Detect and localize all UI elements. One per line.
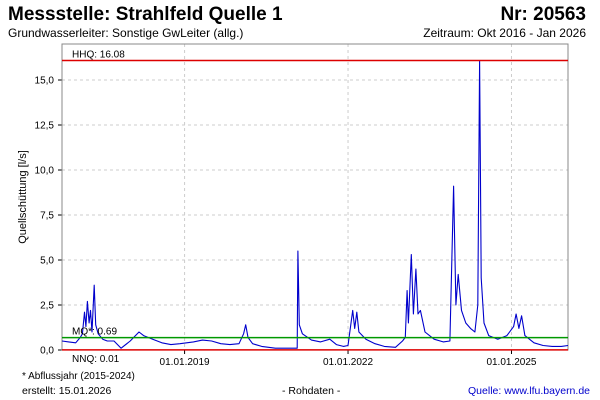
y-tick-label: 5,0: [40, 256, 54, 267]
aquifer-label: Grundwasserleiter: Sonstige GwLeiter (al…: [8, 26, 244, 40]
nnq-line-label: NNQ: 0.01: [72, 354, 120, 365]
y-tick-label: 2,5: [40, 301, 54, 312]
y-axis-title: Quellschüttung [l/s]: [17, 150, 29, 244]
period-label: Zeitraum: Okt 2016 - Jan 2026: [423, 26, 586, 40]
y-tick-label: 7,5: [40, 211, 54, 222]
created-date-label: erstellt: 15.01.2026: [22, 385, 112, 397]
x-tick-label: 01.01.2019: [160, 357, 210, 368]
discharge-series-line: [61, 60, 569, 349]
hhq-line-label: HHQ: 16.08: [72, 50, 125, 61]
source-link[interactable]: Quelle: www.lfu.bayern.de: [468, 385, 590, 397]
station-number: Nr: 20563: [500, 4, 586, 25]
mq-line-label: MQ*: 0.69: [72, 327, 117, 338]
y-tick-label: 0,0: [40, 346, 54, 357]
y-tick-label: 15,0: [35, 76, 55, 87]
x-tick-label: 01.01.2022: [323, 357, 373, 368]
rawdata-label: - Rohdaten -: [282, 385, 341, 397]
station-title: Messstelle: Strahlfeld Quelle 1: [8, 4, 283, 25]
footnote: * Abflussjahr (2015-2024): [22, 371, 135, 382]
y-tick-label: 12,5: [35, 121, 55, 132]
x-tick-label: 01.01.2025: [486, 357, 536, 368]
y-tick-label: 10,0: [35, 166, 55, 177]
plot-frame: [61, 43, 569, 351]
